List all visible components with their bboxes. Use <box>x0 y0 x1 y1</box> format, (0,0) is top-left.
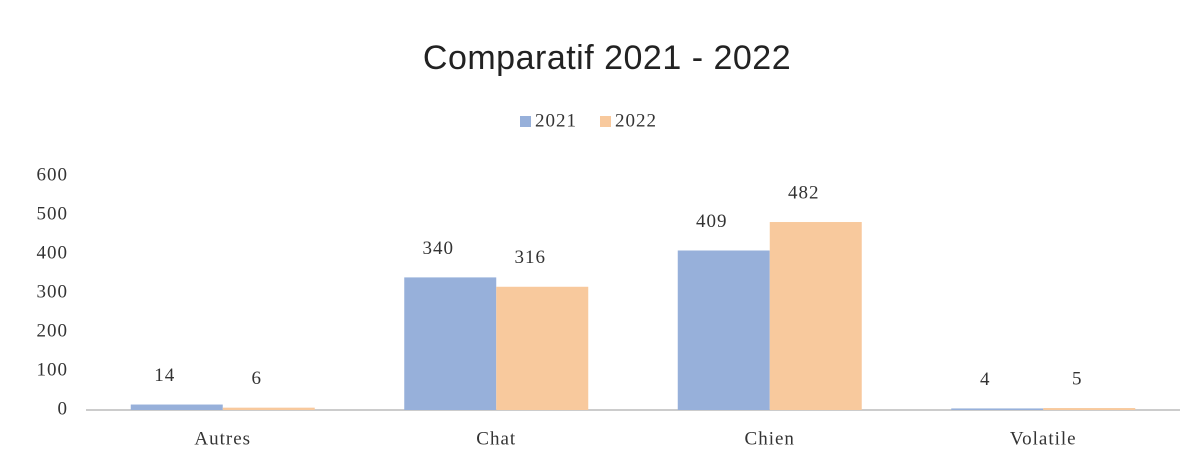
bar <box>404 277 497 410</box>
y-tick-label: 100 <box>37 359 69 380</box>
bar <box>951 408 1044 410</box>
data-label: 4 <box>980 369 991 390</box>
y-tick-label: 400 <box>37 242 69 263</box>
x-tick-label: Chien <box>745 428 795 449</box>
legend-label: 2021 <box>535 110 577 131</box>
data-label: 316 <box>515 247 547 268</box>
data-label: 6 <box>252 368 263 389</box>
y-tick-label: 0 <box>58 398 69 419</box>
bar <box>130 404 223 410</box>
bar <box>677 250 770 410</box>
x-tick-label: Autres <box>194 428 251 449</box>
legend-label: 2022 <box>615 110 657 131</box>
bar <box>1043 408 1136 410</box>
y-tick-label: 600 <box>37 164 69 185</box>
x-tick-label: Volatile <box>1010 428 1077 449</box>
bar <box>769 222 862 410</box>
data-label: 340 <box>423 238 455 259</box>
y-tick-label: 300 <box>37 281 69 302</box>
data-label: 14 <box>154 365 175 386</box>
data-label: 409 <box>696 211 728 232</box>
legend-swatch <box>520 116 531 127</box>
chart-title: Comparatif 2021 - 2022 <box>423 39 791 77</box>
data-label: 5 <box>1072 368 1083 389</box>
bar <box>222 407 315 410</box>
y-tick-label: 200 <box>37 320 69 341</box>
data-label: 482 <box>788 182 820 203</box>
x-tick-label: Chat <box>476 428 516 449</box>
y-tick-label: 500 <box>37 203 69 224</box>
bar <box>496 286 589 410</box>
legend-swatch <box>600 116 611 127</box>
